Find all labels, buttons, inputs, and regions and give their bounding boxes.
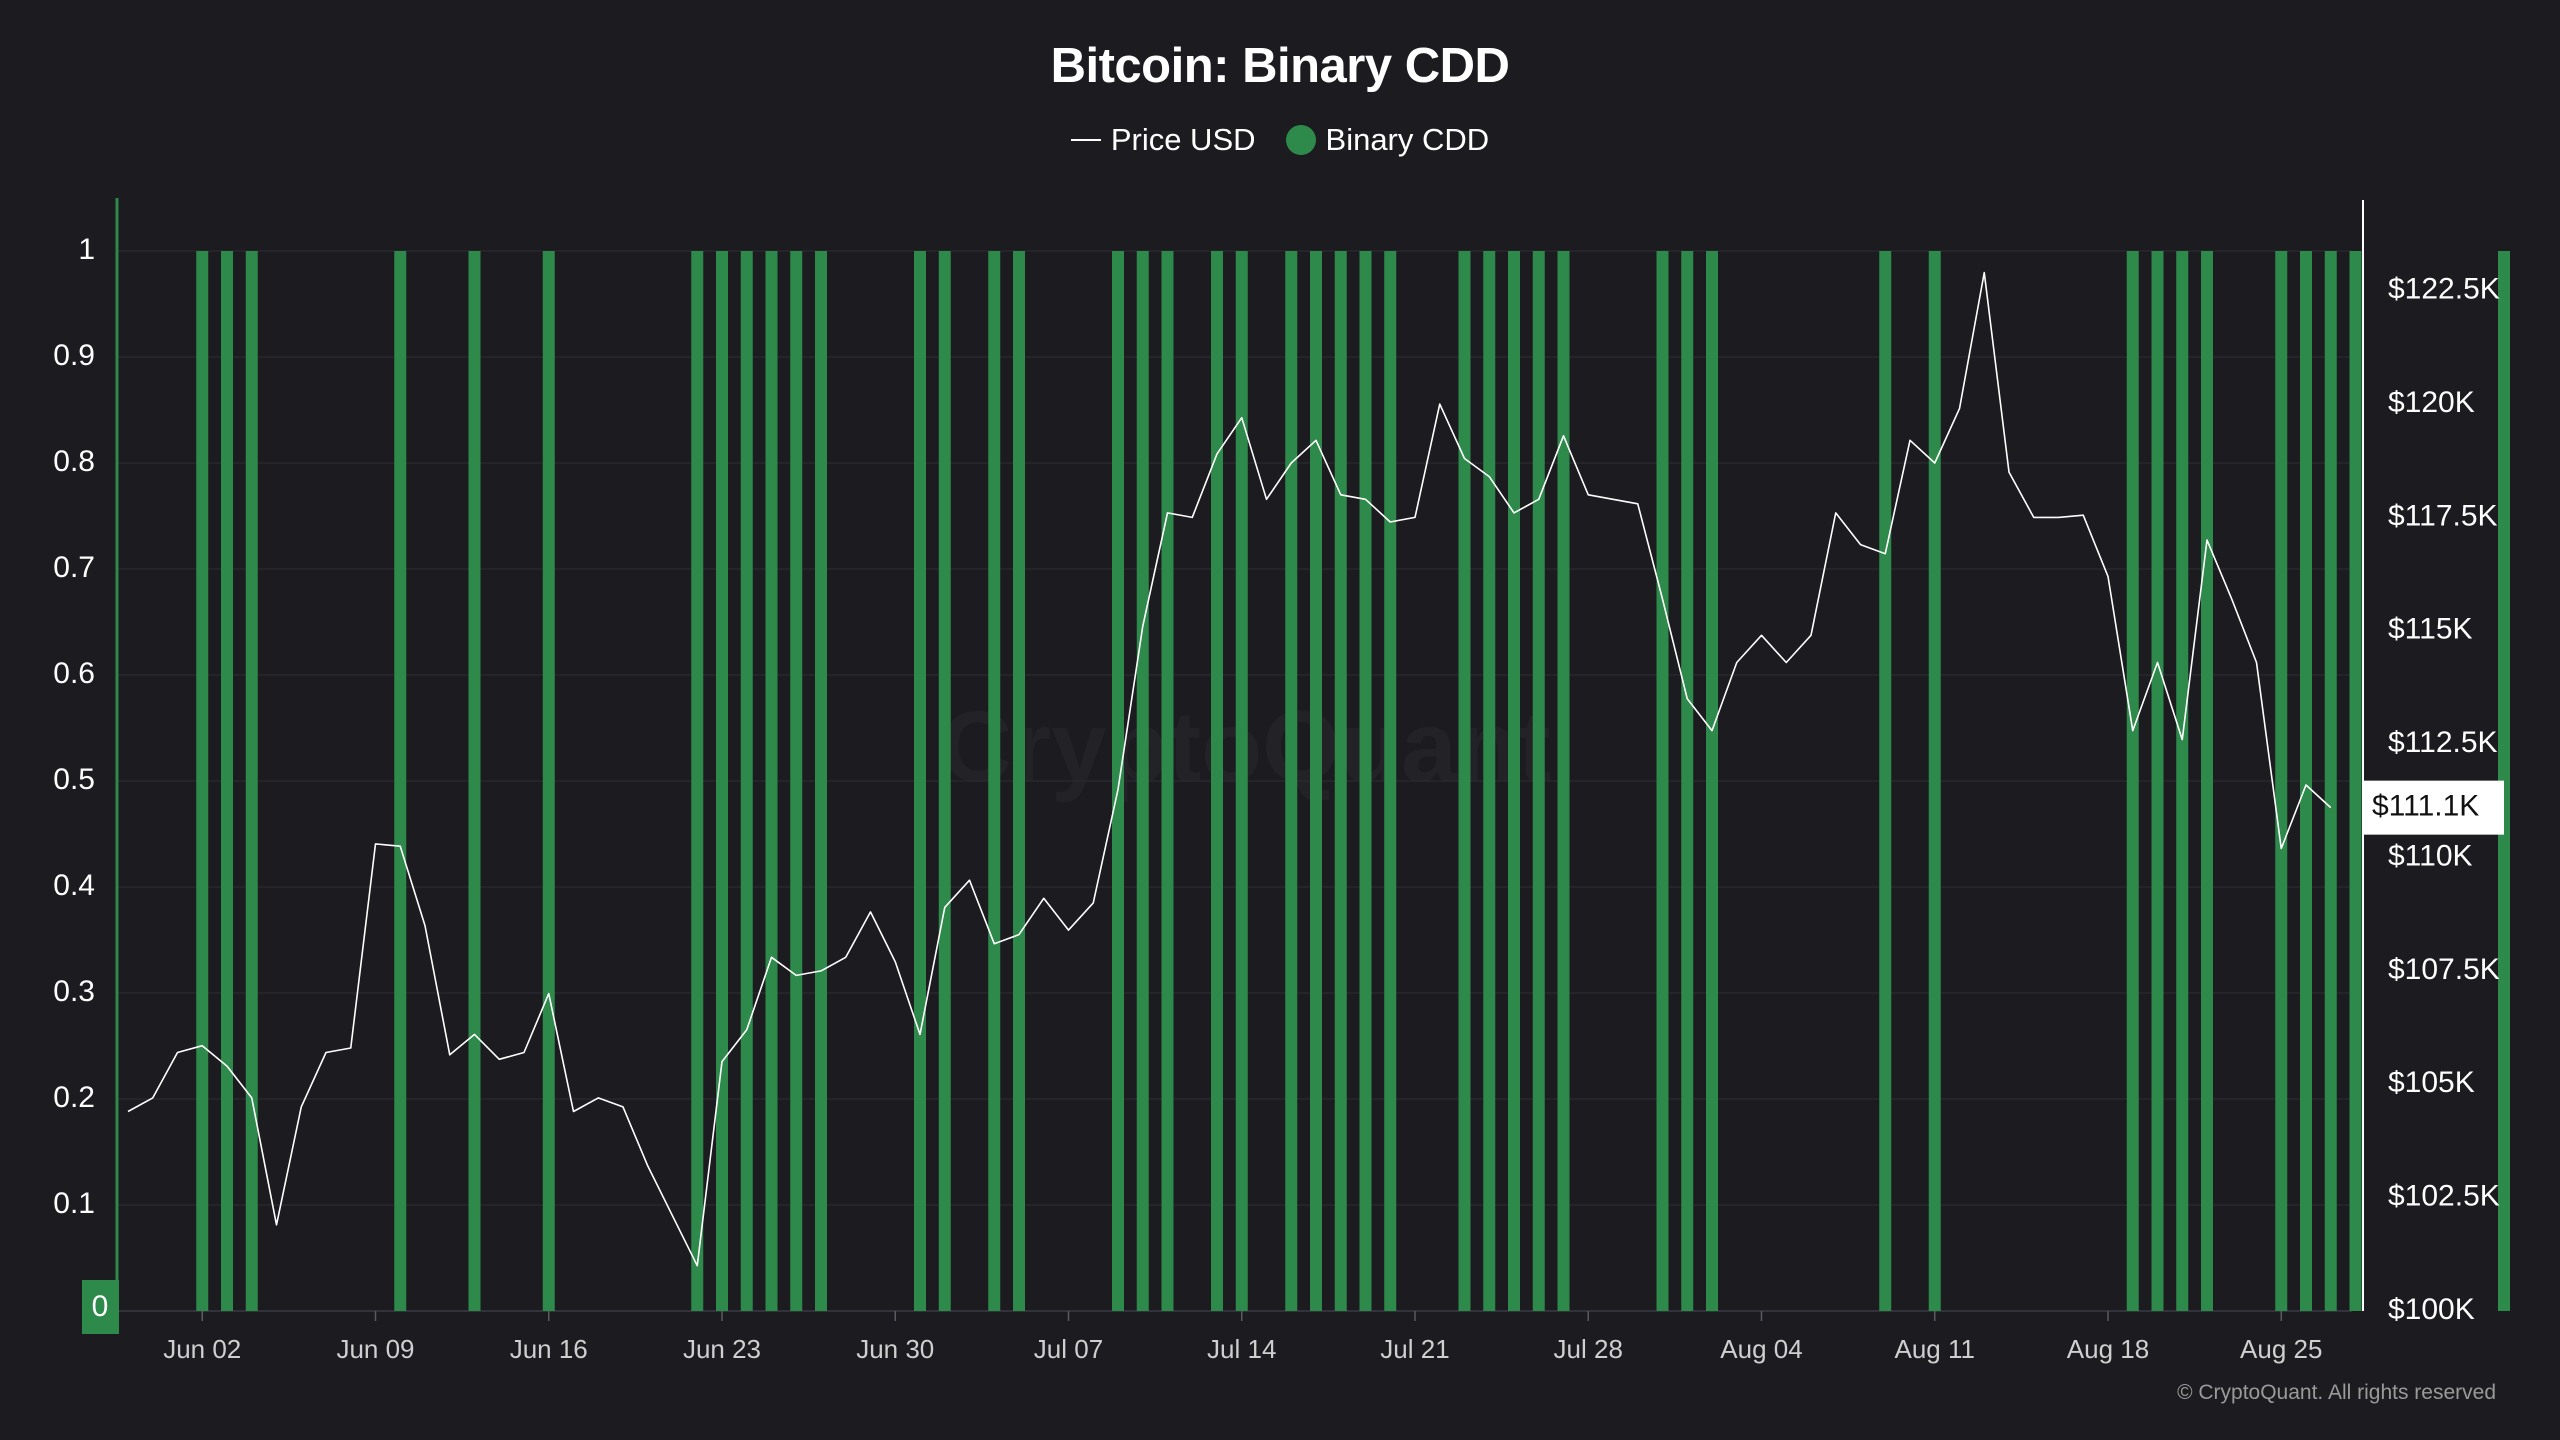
cdd-dot-swatch	[1285, 125, 1316, 155]
cdd-bar[interactable]	[1211, 251, 1223, 1311]
x-tick-label: Aug 11	[1895, 1334, 1975, 1364]
cdd-bar[interactable]	[2300, 251, 2312, 1311]
cdd-bar[interactable]	[765, 251, 778, 1311]
right-tick-label: $110K	[2388, 839, 2473, 872]
left-tick-label: 0.6	[53, 657, 95, 690]
cdd-bar[interactable]	[196, 251, 209, 1311]
cdd-bar[interactable]	[1384, 251, 1397, 1311]
cdd-bar[interactable]	[1928, 251, 1941, 1311]
cdd-bar[interactable]	[2324, 251, 2337, 1311]
legend-label-cdd: Binary CDD	[1325, 122, 1490, 157]
cdd-bar[interactable]	[716, 251, 728, 1311]
cdd-bar[interactable]	[938, 251, 951, 1311]
cdd-bar[interactable]	[1879, 251, 1892, 1311]
cdd-bar[interactable]	[914, 251, 926, 1311]
cdd-bar[interactable]	[1458, 251, 1471, 1311]
x-tick-label: Jul 07	[1034, 1334, 1103, 1364]
x-tick-label: Jul 28	[1554, 1334, 1623, 1364]
cdd-bar[interactable]	[1112, 251, 1124, 1311]
current-price-badge	[2364, 780, 2504, 835]
cdd-bar[interactable]	[1706, 251, 1718, 1311]
cdd-bar[interactable]	[2176, 251, 2189, 1311]
cdd-bar[interactable]	[2349, 251, 2362, 1311]
chart-title: Bitcoin: Binary CDD	[1050, 39, 1510, 93]
x-tick-label: Jun 09	[336, 1334, 414, 1364]
left-tick-label: 0.1	[53, 1187, 95, 1220]
cdd-bar[interactable]	[2151, 251, 2164, 1311]
cdd-bar[interactable]	[1013, 251, 1025, 1311]
cdd-bar[interactable]	[394, 251, 407, 1311]
legend-item-cdd[interactable]: Binary CDD	[1285, 122, 1490, 158]
cdd-bar[interactable]	[1161, 251, 1174, 1311]
left-tick-label: 0.3	[53, 975, 95, 1008]
right-tick-label: $120K	[2388, 386, 2475, 419]
left-tick-label: 1	[78, 233, 95, 266]
left-tick-label: 0.2	[53, 1081, 95, 1114]
cdd-bar[interactable]	[790, 251, 803, 1311]
cdd-bar[interactable]	[2201, 251, 2213, 1311]
cdd-bar[interactable]	[1532, 251, 1545, 1311]
cdd-bar[interactable]	[988, 251, 1001, 1311]
left-tick-label: 0.7	[53, 551, 95, 584]
right-tick-label: $100K	[2388, 1293, 2475, 1326]
cdd-bar[interactable]	[691, 251, 704, 1311]
x-tick-label: Aug 25	[2240, 1334, 2322, 1364]
price-line[interactable]	[127, 271, 2332, 1267]
right-tick-label: $112.5K	[2388, 726, 2498, 759]
cdd-bar[interactable]	[221, 251, 233, 1311]
cdd-bar[interactable]	[815, 251, 827, 1311]
x-tick-label: Jul 21	[1380, 1334, 1449, 1364]
cdd-bar[interactable]	[245, 251, 258, 1311]
cdd-bar[interactable]	[1136, 251, 1149, 1311]
cdd-bar[interactable]	[2126, 251, 2139, 1311]
x-tick-label: Aug 18	[2067, 1334, 2149, 1364]
left-tick-label: 0.8	[53, 445, 95, 478]
x-tick-label: Jun 30	[856, 1334, 934, 1364]
left-axis-zero-badge	[82, 1280, 119, 1334]
right-tick-label: $115K	[2388, 613, 2473, 646]
cdd-bar[interactable]	[1681, 251, 1694, 1311]
cdd-bar[interactable]	[1310, 251, 1322, 1311]
cdd-bar[interactable]	[1235, 251, 1248, 1311]
legend: Price USD Binary CDD	[0, 122, 2560, 158]
right-tick-label: $107.5K	[2388, 953, 2500, 986]
x-tick-label: Aug 04	[1720, 1334, 1802, 1364]
cdd-bar[interactable]	[1483, 251, 1496, 1311]
right-tick-label: $105K	[2388, 1066, 2475, 1099]
cdd-bar[interactable]	[740, 251, 753, 1311]
x-tick-label: Jun 02	[163, 1334, 241, 1364]
cdd-bar[interactable]	[1334, 251, 1347, 1311]
right-tick-label: $122.5K	[2388, 273, 2500, 306]
current-price-label: $111.1K	[2372, 790, 2479, 823]
cdd-bar[interactable]	[1285, 251, 1298, 1311]
price-line-swatch	[1070, 139, 1101, 141]
left-tick-label: 0.4	[53, 869, 95, 902]
x-tick-label: Jul 14	[1207, 1334, 1276, 1364]
cdd-bar[interactable]	[542, 251, 555, 1311]
right-tick-label: $102.5K	[2388, 1180, 2500, 1213]
left-tick-label: 0.9	[53, 339, 95, 372]
x-tick-label: Jun 23	[683, 1334, 761, 1364]
cdd-bar[interactable]	[1557, 251, 1570, 1311]
copyright-text: © CryptoQuant. All rights reserved	[2177, 1381, 2496, 1404]
right-tick-label: $117.5K	[2388, 499, 2498, 532]
legend-item-price[interactable]: Price USD	[1070, 122, 1256, 158]
cdd-bar[interactable]	[1359, 251, 1372, 1311]
cdd-bar[interactable]	[1508, 251, 1520, 1311]
left-tick-label: 0	[92, 1290, 109, 1323]
cdd-bar[interactable]	[468, 251, 481, 1311]
legend-label-price: Price USD	[1110, 122, 1256, 157]
left-tick-label: 0.5	[53, 763, 95, 796]
x-tick-label: Jun 16	[510, 1334, 588, 1364]
cdd-bar[interactable]	[2275, 251, 2288, 1311]
cdd-bar[interactable]	[1656, 251, 1669, 1311]
